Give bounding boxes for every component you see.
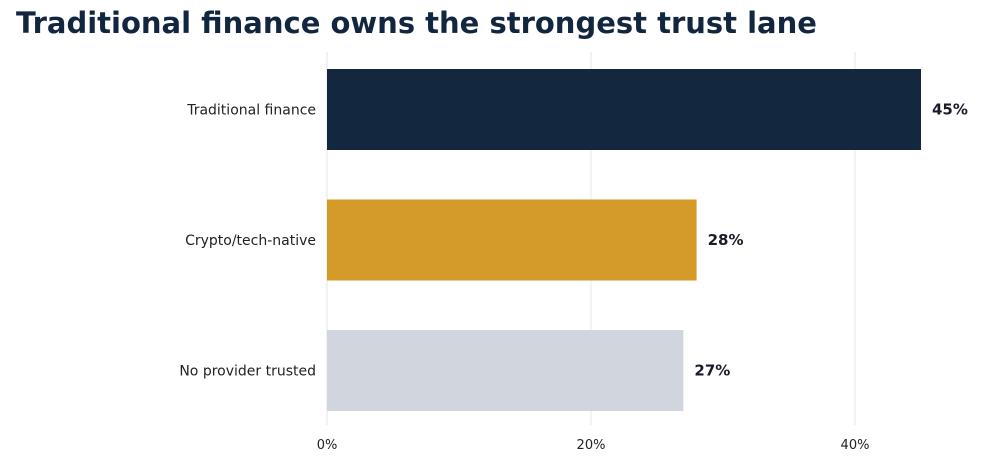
- data-label: 45%: [932, 101, 968, 119]
- x-tick-label: 40%: [841, 438, 870, 453]
- bar-layer: [327, 69, 921, 411]
- x-tick-label: 0%: [317, 438, 338, 453]
- chart-title: Traditional finance owns the strongest t…: [16, 6, 817, 40]
- data-label: 28%: [708, 231, 744, 249]
- category-label: No provider trusted: [179, 364, 316, 380]
- bar-crypto-tech-native: [327, 199, 697, 281]
- data-label: 27%: [694, 362, 730, 380]
- category-label: Crypto/tech-native: [185, 233, 316, 249]
- category-label: Traditional finance: [186, 103, 316, 119]
- bar-traditional-finance: [327, 69, 921, 150]
- x-tick-label: 20%: [577, 438, 606, 453]
- label-layer: 0% 20% 40% Traditional finance 45% Crypto/tec…: [179, 101, 968, 454]
- bar-no-provider-trusted: [327, 330, 684, 411]
